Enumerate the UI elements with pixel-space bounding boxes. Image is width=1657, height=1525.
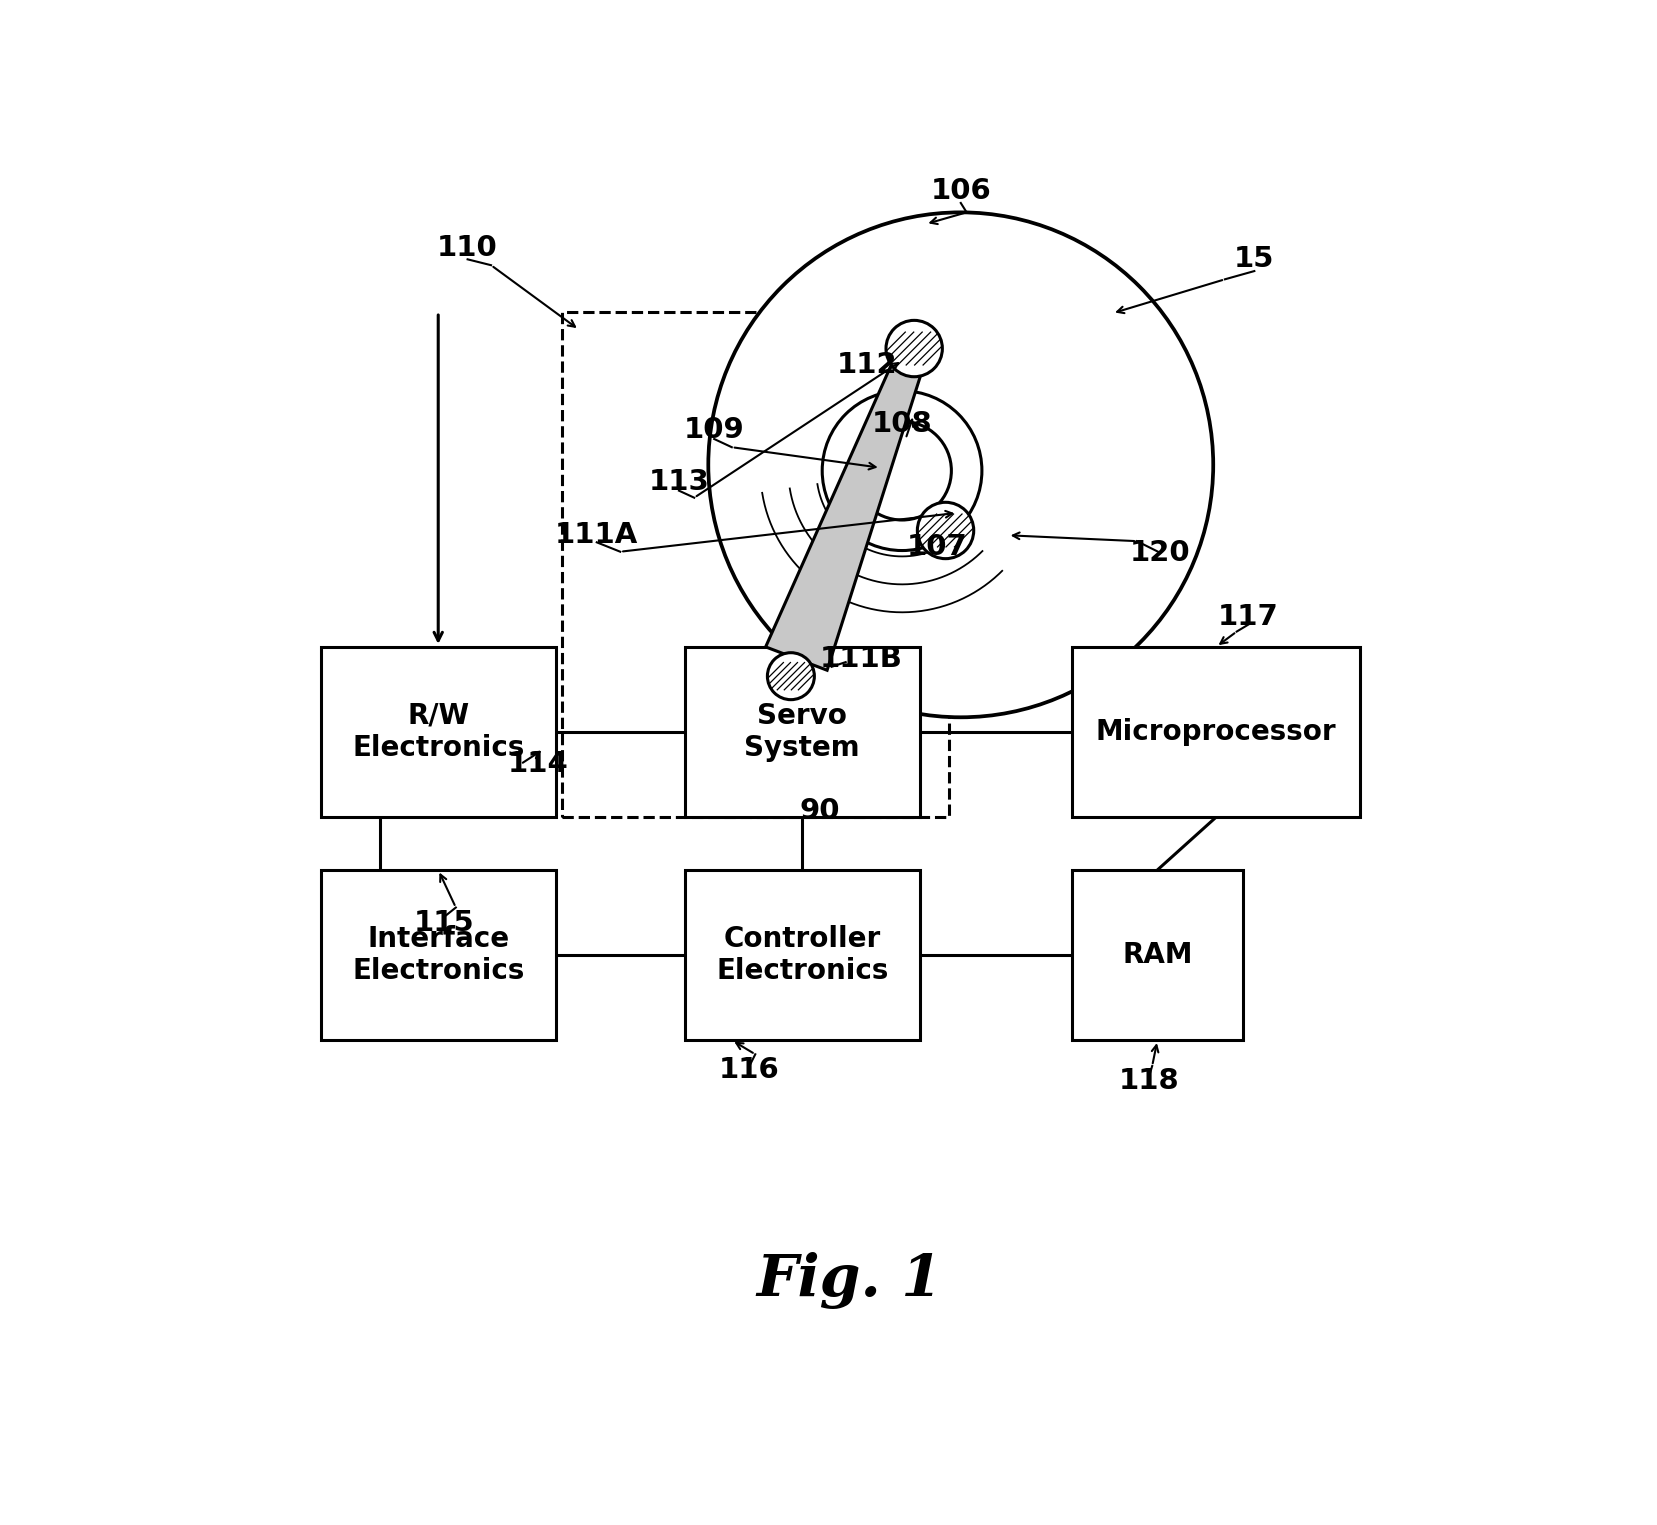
Bar [1072,869,1243,1040]
Polygon shape [766,360,923,671]
Circle shape [853,421,951,520]
Bar [684,869,920,1040]
Text: Servo
System: Servo System [744,702,860,762]
Text: 117: 117 [1218,604,1279,631]
Text: 112: 112 [837,351,896,380]
Circle shape [886,320,943,377]
Bar [1072,647,1360,817]
Circle shape [708,212,1213,717]
Text: 118: 118 [1118,1068,1180,1095]
Text: 108: 108 [872,410,933,438]
Text: 113: 113 [648,468,709,497]
Text: Interface
Electronics: Interface Electronics [351,924,524,985]
Bar [321,647,555,817]
Bar [562,313,949,817]
Circle shape [767,653,814,700]
Text: Controller
Electronics: Controller Electronics [716,924,888,985]
Text: 90: 90 [800,798,840,825]
Text: 15: 15 [1234,246,1274,273]
Circle shape [918,502,974,558]
Text: R/W
Electronics: R/W Electronics [351,702,524,762]
Text: 109: 109 [684,416,744,444]
Text: RAM: RAM [1122,941,1193,968]
Text: 120: 120 [1130,538,1191,567]
Text: Microprocessor: Microprocessor [1095,718,1337,746]
Text: 114: 114 [507,750,568,778]
Circle shape [822,390,983,551]
Text: 107: 107 [906,534,968,561]
Text: 116: 116 [719,1055,780,1084]
Text: Fig. 1: Fig. 1 [756,1252,943,1310]
Bar [684,647,920,817]
Text: 111A: 111A [555,522,638,549]
Text: 106: 106 [930,177,991,206]
Text: 111B: 111B [820,645,903,673]
Bar [321,869,555,1040]
Text: 110: 110 [437,233,499,262]
Text: 115: 115 [414,909,474,936]
